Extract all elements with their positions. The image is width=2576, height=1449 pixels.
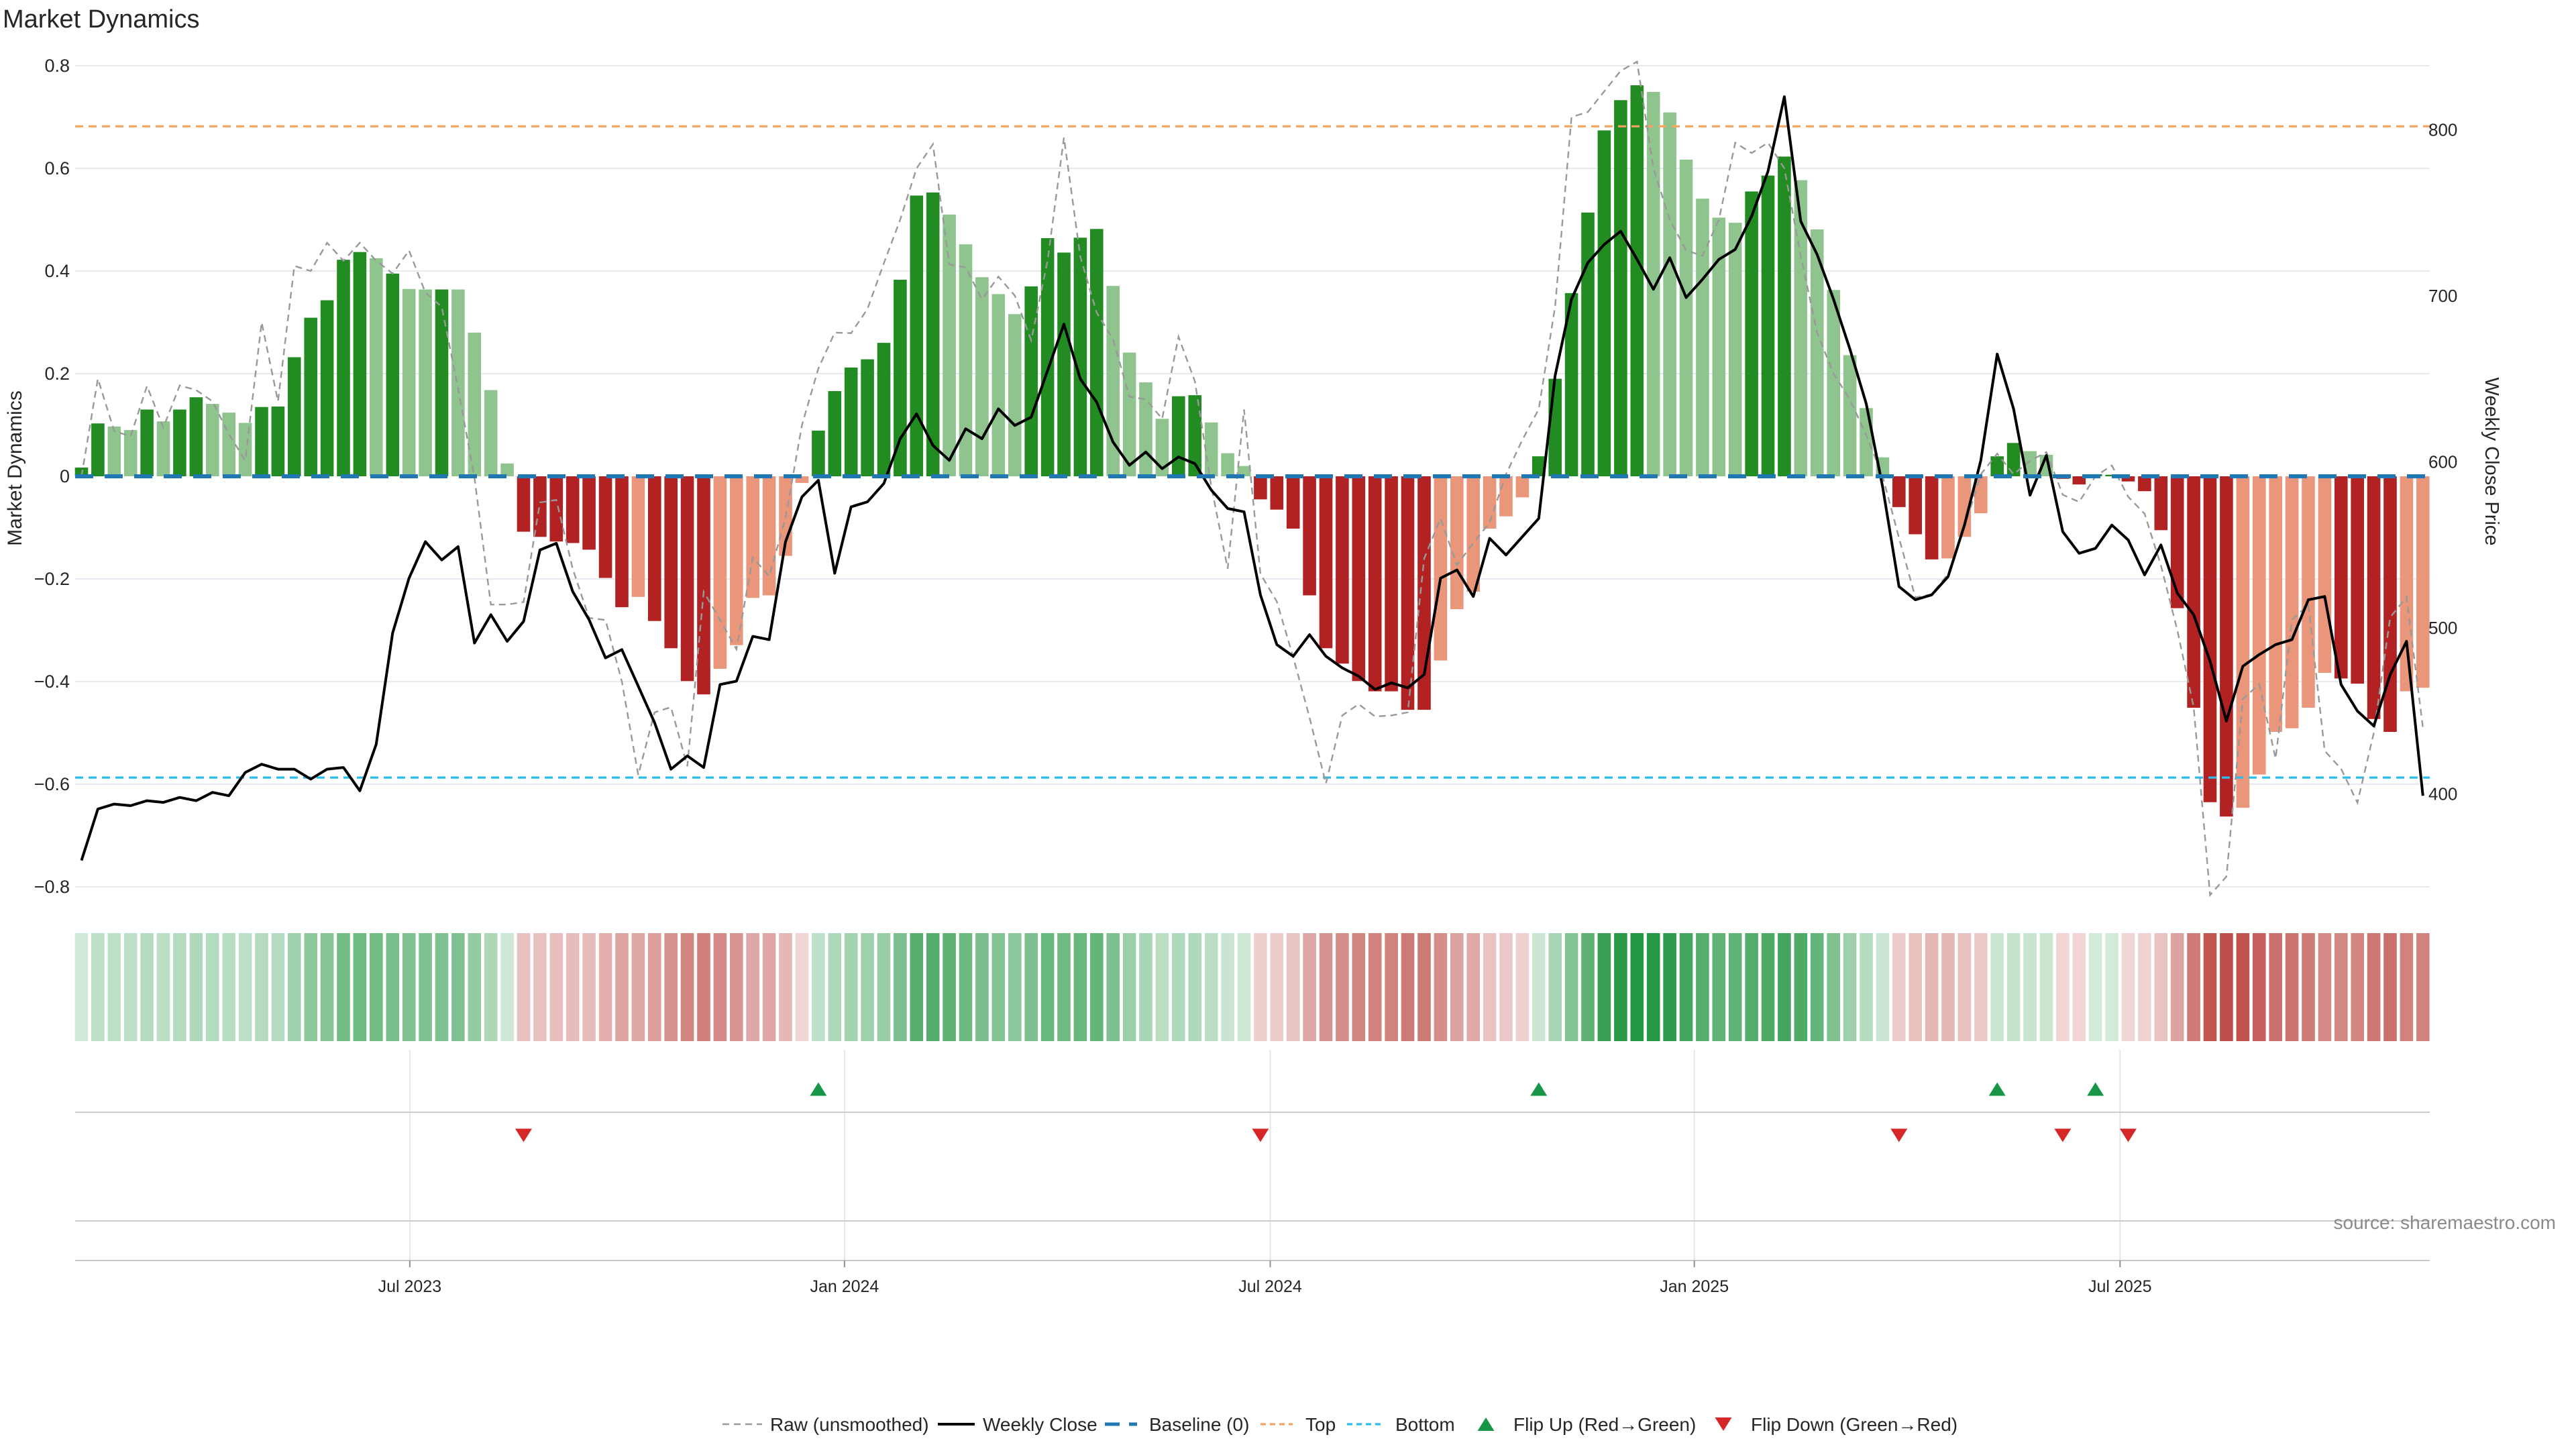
svg-text:Raw (unsmoothed): Raw (unsmoothed) <box>770 1414 929 1435</box>
svg-text:Jul 2025: Jul 2025 <box>2088 1277 2152 1296</box>
svg-text:Weekly Close: Weekly Close <box>983 1414 1097 1435</box>
svg-text:−0.6: −0.6 <box>34 774 70 794</box>
svg-text:0: 0 <box>60 466 70 486</box>
svg-text:−0.4: −0.4 <box>34 672 70 692</box>
svg-text:−0.8: −0.8 <box>34 877 70 897</box>
svg-text:0.8: 0.8 <box>44 56 70 76</box>
svg-text:Jan 2025: Jan 2025 <box>1660 1277 1729 1296</box>
svg-text:Bottom: Bottom <box>1395 1414 1455 1435</box>
svg-text:Market Dynamics: Market Dynamics <box>4 390 26 546</box>
svg-text:Jan 2024: Jan 2024 <box>810 1277 879 1296</box>
svg-text:Top: Top <box>1305 1414 1336 1435</box>
svg-text:Jul 2024: Jul 2024 <box>1238 1277 1302 1296</box>
svg-text:−0.2: −0.2 <box>34 569 70 589</box>
svg-text:800: 800 <box>2428 120 2457 140</box>
svg-text:Baseline (0): Baseline (0) <box>1149 1414 1249 1435</box>
svg-text:400: 400 <box>2428 784 2457 804</box>
svg-text:Flip Down (Green→Red): Flip Down (Green→Red) <box>1751 1414 1957 1435</box>
svg-text:Jul 2023: Jul 2023 <box>378 1277 442 1296</box>
svg-text:0.2: 0.2 <box>44 364 70 384</box>
svg-text:Market Dynamics: Market Dynamics <box>3 5 200 34</box>
svg-text:0.6: 0.6 <box>44 158 70 178</box>
svg-text:500: 500 <box>2428 618 2457 638</box>
svg-text:Weekly Close Price: Weekly Close Price <box>2481 378 2502 546</box>
svg-text:700: 700 <box>2428 286 2457 306</box>
svg-text:600: 600 <box>2428 452 2457 472</box>
svg-text:source: sharemaestro.com: source: sharemaestro.com <box>2334 1212 2556 1233</box>
svg-text:0.4: 0.4 <box>44 261 70 281</box>
svg-text:Flip Up (Red→Green): Flip Up (Red→Green) <box>1513 1414 1696 1435</box>
